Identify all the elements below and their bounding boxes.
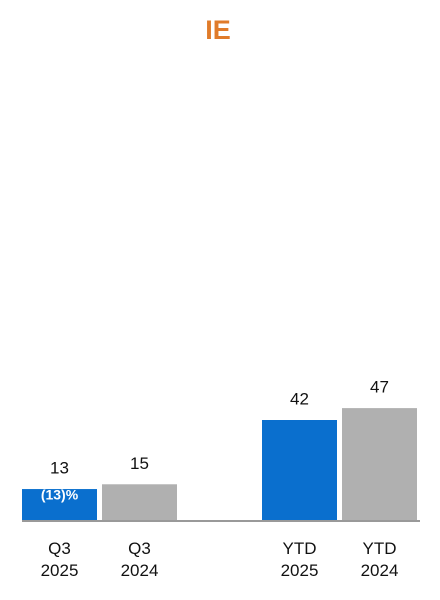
- chart-title: IE: [205, 15, 231, 45]
- x-tick-label: YTD 2024: [361, 539, 399, 580]
- annotation: (13)%: [41, 487, 79, 503]
- value-label: 42: [290, 389, 309, 408]
- bar: [262, 420, 337, 520]
- bar: [102, 484, 177, 520]
- bar: [342, 408, 417, 520]
- x-tick-label: YTD 2025: [281, 539, 319, 580]
- bar: [22, 489, 97, 520]
- x-tick-label: Q3 2024: [121, 539, 159, 580]
- x-tick-label: Q3 2025: [41, 539, 79, 580]
- value-label: 13: [50, 459, 69, 478]
- value-label: 47: [370, 378, 389, 397]
- value-label: 15: [130, 454, 149, 473]
